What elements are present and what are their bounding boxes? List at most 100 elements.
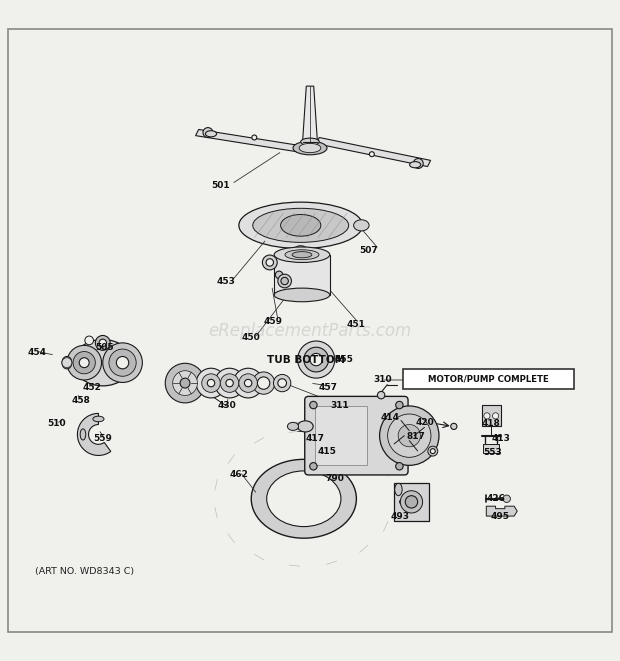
Polygon shape [195,130,304,152]
Ellipse shape [73,340,132,386]
Circle shape [414,159,423,169]
Text: 510: 510 [47,419,66,428]
Circle shape [180,378,190,388]
Text: 501: 501 [211,180,229,190]
Text: eReplacementParts.com: eReplacementParts.com [208,321,412,340]
Text: 413: 413 [491,434,510,444]
Text: 451: 451 [347,320,366,329]
Polygon shape [303,86,317,142]
Circle shape [428,446,438,456]
Text: 458: 458 [72,396,91,405]
Circle shape [451,423,457,430]
Text: 457: 457 [319,383,338,392]
Circle shape [281,278,288,285]
Circle shape [396,463,403,470]
Circle shape [172,371,197,395]
Text: TUB BOTTOM: TUB BOTTOM [267,354,345,365]
Ellipse shape [395,483,402,496]
Ellipse shape [285,250,319,260]
Circle shape [430,449,435,453]
Circle shape [166,364,205,403]
Ellipse shape [293,141,327,155]
Circle shape [117,356,129,369]
Text: 559: 559 [94,434,112,444]
Circle shape [370,152,374,157]
Bar [314,407,368,465]
Text: 417: 417 [306,434,324,443]
Circle shape [310,401,317,408]
Circle shape [298,341,335,378]
Text: 452: 452 [83,383,102,392]
Circle shape [273,374,291,392]
Ellipse shape [239,202,363,249]
Text: 790: 790 [326,475,344,483]
Text: MOTOR/PUMP COMPLETE: MOTOR/PUMP COMPLETE [428,375,549,384]
Text: 454: 454 [27,348,46,357]
Circle shape [62,358,72,368]
Circle shape [207,379,215,387]
Circle shape [244,379,252,387]
Ellipse shape [298,421,313,432]
FancyBboxPatch shape [305,397,408,475]
Circle shape [257,377,270,389]
Text: 462: 462 [229,469,248,479]
Text: 418: 418 [482,419,501,428]
Text: 507: 507 [360,246,378,254]
Circle shape [73,352,95,374]
Ellipse shape [353,219,369,231]
Circle shape [278,274,291,288]
Circle shape [220,374,239,393]
Text: 310: 310 [374,375,392,385]
Ellipse shape [301,138,319,145]
Circle shape [262,255,277,270]
Circle shape [203,128,213,137]
Circle shape [252,135,257,140]
Circle shape [275,271,283,278]
Ellipse shape [410,162,421,168]
Bar [482,405,500,426]
Ellipse shape [299,143,321,153]
Circle shape [405,496,418,508]
Circle shape [291,246,310,264]
Polygon shape [78,413,111,455]
Circle shape [304,347,329,372]
Circle shape [252,372,275,394]
Circle shape [379,406,439,465]
Circle shape [398,424,420,447]
Ellipse shape [274,288,330,301]
Text: 455: 455 [335,355,353,364]
Text: 450: 450 [242,333,260,342]
Ellipse shape [292,252,312,258]
Ellipse shape [399,498,413,506]
Ellipse shape [205,131,216,137]
Circle shape [233,368,263,398]
Text: 414: 414 [381,412,400,422]
Ellipse shape [80,429,86,440]
Ellipse shape [253,208,348,243]
Ellipse shape [274,247,330,262]
Circle shape [278,379,286,387]
Circle shape [401,490,423,513]
Bar [483,444,499,453]
Circle shape [109,349,136,376]
Circle shape [296,250,306,260]
Text: 311: 311 [330,401,349,410]
Text: 459: 459 [264,317,282,326]
FancyBboxPatch shape [404,369,574,389]
Circle shape [310,463,317,470]
Text: 495: 495 [491,512,510,521]
Circle shape [85,336,94,345]
Circle shape [95,335,110,350]
Bar [394,483,430,521]
Text: 420: 420 [415,418,434,426]
Text: 415: 415 [317,447,336,455]
Text: 430: 430 [217,401,236,410]
Text: (ART NO. WD8343 C): (ART NO. WD8343 C) [35,567,134,576]
Circle shape [266,258,273,266]
Circle shape [239,374,257,393]
Ellipse shape [267,471,341,527]
Text: 453: 453 [217,276,236,286]
Ellipse shape [288,422,299,430]
Circle shape [99,339,107,346]
Ellipse shape [93,416,104,422]
